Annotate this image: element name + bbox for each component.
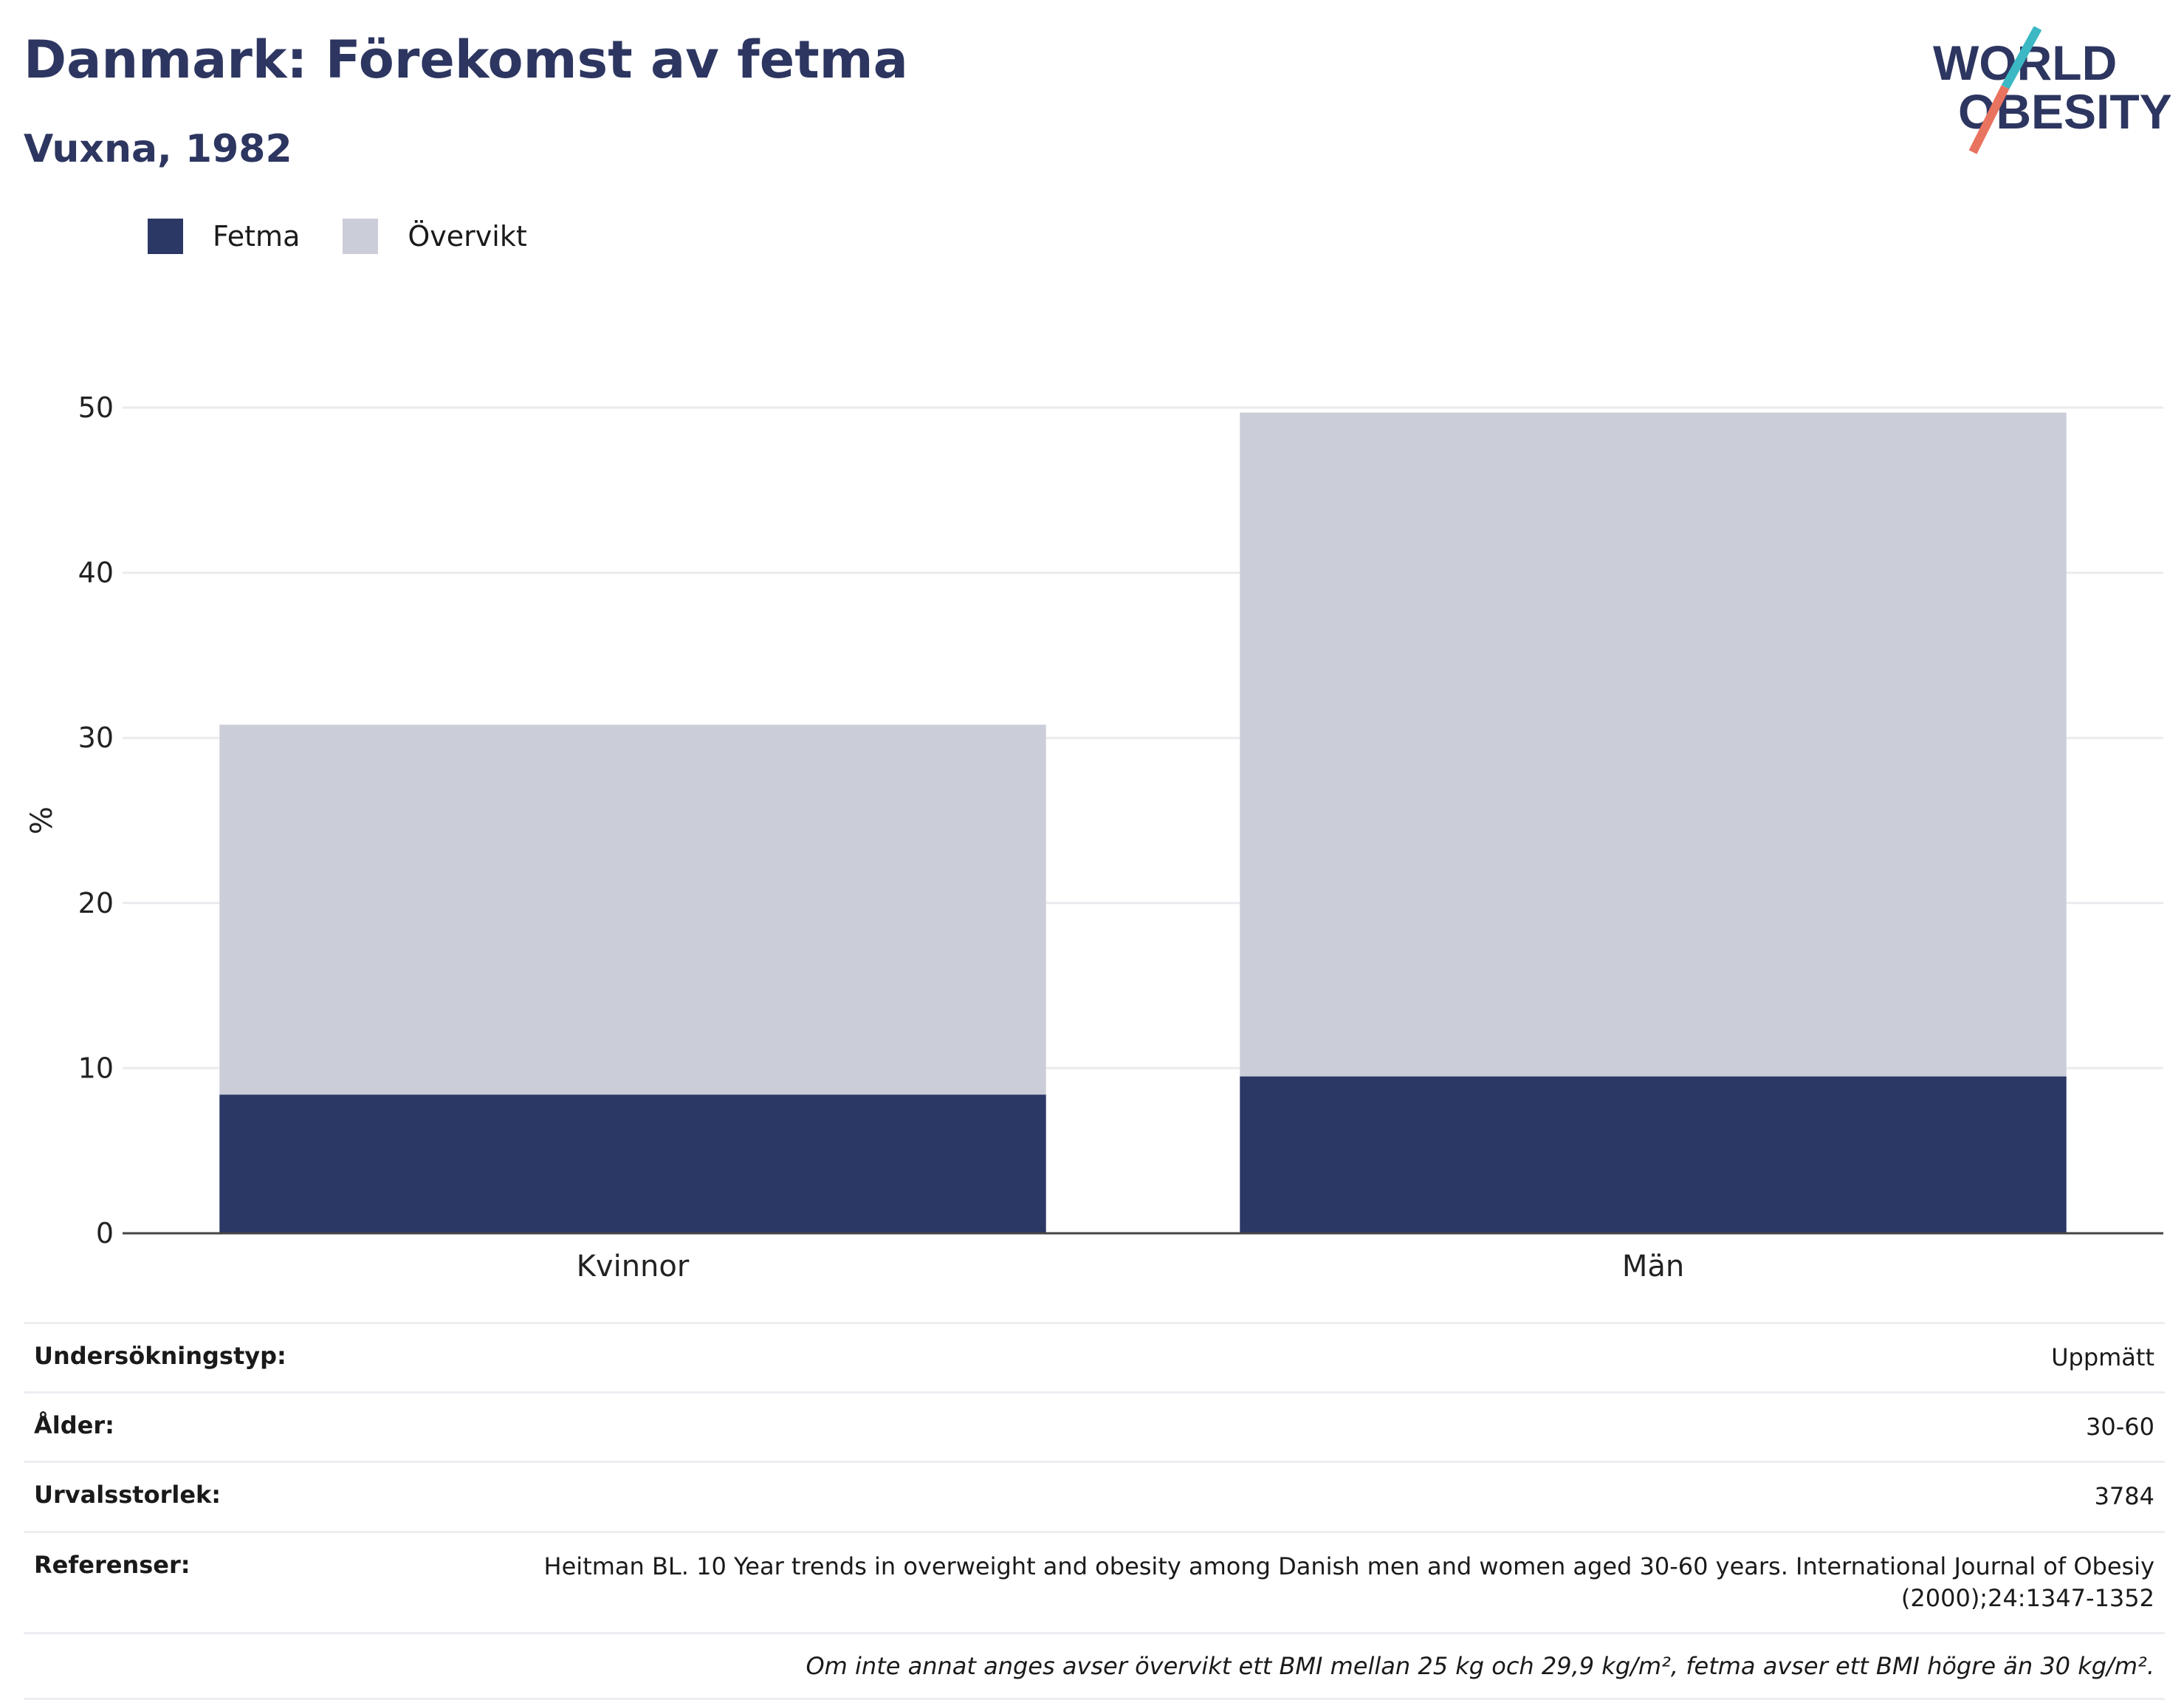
info-table: Undersökningstyp: Uppmätt Ålder: 30-60 U…: [24, 1322, 2165, 1700]
info-row-survey-type: Undersökningstyp: Uppmätt: [24, 1322, 2165, 1391]
x-tick-label: Män: [1622, 1250, 1684, 1283]
bar-övervikt-män: [1240, 412, 2067, 1077]
info-row-references: Referenser: Heitman BL. 10 Year trends i…: [24, 1530, 2165, 1632]
y-tick-label: 30: [78, 722, 114, 754]
logo-slash-bottom: [1968, 85, 2010, 154]
legend-swatch-overvikt: [343, 219, 379, 254]
chart-title: Danmark: Förekomst av fetma: [24, 30, 908, 90]
y-tick-label: 20: [78, 887, 114, 919]
legend-label-fetma: Fetma: [213, 220, 301, 253]
logo-slash-top: [2001, 27, 2042, 89]
chart-subtitle: Vuxna, 1982: [24, 127, 292, 171]
y-tick-label: 0: [96, 1217, 114, 1250]
info-label: Urvalsstorlek:: [34, 1481, 222, 1509]
info-label: Referenser:: [34, 1550, 190, 1579]
y-axis-label: %: [25, 806, 59, 834]
info-value: 3784: [2094, 1482, 2154, 1511]
bmi-footnote: Om inte annat anges avser övervikt ett B…: [24, 1631, 2165, 1700]
y-tick-label: 10: [78, 1052, 114, 1084]
info-label: Ålder:: [34, 1411, 114, 1440]
info-row-sample-size: Urvalsstorlek: 3784: [24, 1461, 2165, 1530]
info-value: Uppmätt: [2051, 1343, 2154, 1371]
legend: Fetma Övervikt: [148, 219, 570, 254]
legend-item-fetma[interactable]: Fetma: [148, 219, 300, 254]
legend-label-overvikt: Övervikt: [408, 220, 527, 253]
bar-övervikt-kvinnor: [219, 724, 1046, 1095]
info-row-age: Ålder: 30-60: [24, 1391, 2165, 1461]
bar-fetma-kvinnor: [219, 1094, 1046, 1233]
info-value: 30-60: [2086, 1413, 2154, 1442]
stacked-bar-chart: 0 10 20 30 40 50% Kvinnor Män: [25, 391, 2163, 1283]
x-tick-label: Kvinnor: [577, 1250, 690, 1283]
info-label: Undersökningstyp:: [34, 1342, 286, 1370]
world-obesity-logo: WORLD OBESITY: [1933, 27, 2171, 154]
bar-fetma-män: [1240, 1076, 2067, 1233]
info-value: Heitman BL. 10 Year trends in overweight…: [543, 1552, 2154, 1612]
legend-item-overvikt[interactable]: Övervikt: [343, 219, 527, 254]
y-tick-label: 50: [78, 391, 114, 424]
y-tick-label: 40: [78, 557, 114, 589]
legend-swatch-fetma: [148, 219, 183, 254]
